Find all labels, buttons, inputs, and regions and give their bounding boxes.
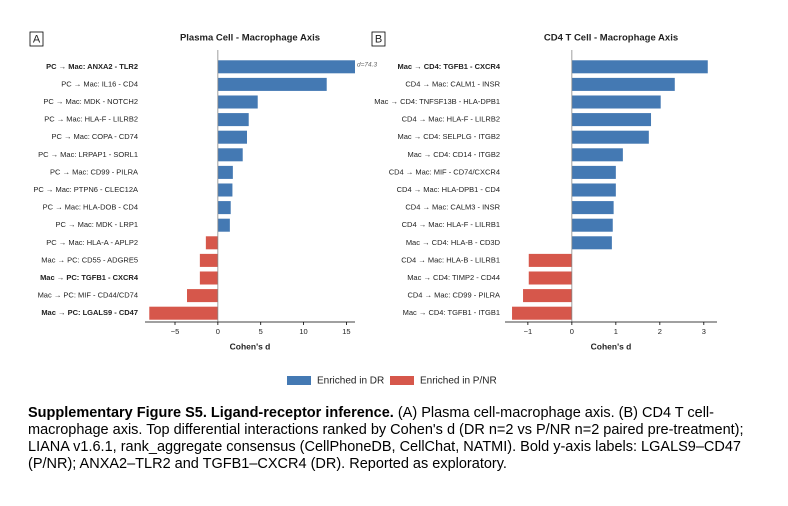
y-tick-label: PC → Mac: HLA-F - LILRB2 bbox=[44, 115, 138, 124]
y-tick-label: Mac → PC: MIF - CD44/CD74 bbox=[38, 291, 138, 300]
y-tick-label: PC → Mac: LRPAP1 - SORL1 bbox=[38, 150, 138, 159]
x-axis-label: Cohen's d bbox=[591, 341, 632, 351]
bar bbox=[512, 306, 572, 320]
bar bbox=[217, 95, 258, 109]
bar bbox=[571, 236, 612, 250]
y-tick-label: Mac → CD4: HLA-B - CD3D bbox=[406, 238, 501, 247]
bar bbox=[217, 60, 355, 74]
y-tick-label: CD4 → Mac: HLA-DPB1 - CD4 bbox=[397, 185, 500, 194]
y-tick-label: Mac → CD4: SELPLG - ITGB2 bbox=[397, 132, 500, 141]
x-tick-label: 10 bbox=[299, 327, 307, 336]
x-tick-label: −5 bbox=[171, 327, 180, 336]
panel-title: CD4 T Cell - Macrophage Axis bbox=[544, 33, 678, 44]
legend-swatch bbox=[287, 376, 311, 385]
x-tick-label: 3 bbox=[702, 327, 706, 336]
panel-title: Plasma Cell - Macrophage Axis bbox=[180, 33, 320, 44]
x-tick-label: 15 bbox=[342, 327, 350, 336]
panel-label: B bbox=[375, 33, 382, 45]
bar bbox=[528, 253, 572, 267]
x-tick-label: 2 bbox=[658, 327, 662, 336]
legend-label: Enriched in P/NR bbox=[420, 376, 497, 387]
y-tick-label: PC → Mac: ANXA2 - TLR2 bbox=[46, 62, 138, 71]
y-tick-label: Mac → CD4: TGFB1 - ITGB1 bbox=[403, 308, 500, 317]
y-tick-label: Mac → PC: CD55 - ADGRE5 bbox=[41, 255, 138, 264]
caption: Supplementary Figure S5. Ligand-receptor… bbox=[28, 405, 763, 473]
bar bbox=[217, 148, 243, 162]
panel-label: A bbox=[33, 33, 41, 45]
panel-box bbox=[29, 31, 44, 47]
bar bbox=[199, 271, 218, 285]
x-tick-label: 0 bbox=[216, 327, 220, 336]
bar bbox=[205, 236, 218, 250]
x-tick-label: −1 bbox=[524, 327, 533, 336]
bar bbox=[571, 148, 623, 162]
figure: A Plasma Cell - Macrophage Axis PC → Mac: … bbox=[29, 31, 717, 387]
y-tick-label: PC → Mac: CD99 - PILRA bbox=[50, 167, 138, 176]
y-tick-label: PC → Mac: HLA-A - APLP2 bbox=[46, 238, 138, 247]
y-tick-label: CD4 → Mac: HLA-B - LILRB1 bbox=[401, 255, 500, 264]
y-tick-label: Mac → CD4: TGFB1 - CXCR4 bbox=[397, 62, 500, 71]
bar bbox=[528, 271, 572, 285]
y-tick-label: Mac → PC: LGALS9 - CD47 bbox=[41, 308, 138, 317]
y-tick-label: Mac → PC: TGFB1 - CXCR4 bbox=[40, 273, 139, 282]
bar bbox=[571, 95, 661, 109]
bar bbox=[571, 60, 708, 74]
bar bbox=[187, 289, 218, 303]
bar bbox=[217, 218, 230, 232]
bar bbox=[217, 165, 233, 179]
y-tick-label: PC → Mac: PTPN6 - CLEC12A bbox=[33, 185, 138, 194]
bar bbox=[571, 77, 675, 91]
bar bbox=[149, 306, 218, 320]
y-tick-label: CD4 → Mac: CALM3 - INSR bbox=[405, 203, 500, 212]
y-tick-label: PC → Mac: IL16 - CD4 bbox=[61, 79, 138, 88]
bar bbox=[217, 183, 233, 197]
legend-swatch bbox=[390, 376, 414, 385]
y-tick-label: CD4 → Mac: HLA-F - LILRB2 bbox=[402, 115, 500, 124]
caption-text: (A) Plasma cell-macrophage axis. (B) CD4… bbox=[28, 405, 744, 472]
y-tick-label: CD4 → Mac: HLA-F - LILRB1 bbox=[402, 220, 500, 229]
bar bbox=[217, 77, 327, 91]
y-tick-label: CD4 → Mac: CALM1 - INSR bbox=[405, 79, 500, 88]
bar bbox=[217, 113, 249, 127]
legend-label: Enriched in DR bbox=[317, 376, 384, 387]
x-tick-label: 1 bbox=[614, 327, 618, 336]
bar bbox=[199, 253, 218, 267]
y-tick-label: Mac → CD4: CD14 - ITGB2 bbox=[407, 150, 500, 159]
bar bbox=[523, 289, 572, 303]
value-label: d=74.3 bbox=[357, 62, 377, 69]
y-tick-label: PC → Mac: COPA - CD74 bbox=[51, 132, 138, 141]
bar bbox=[571, 113, 652, 127]
y-tick-label: PC → Mac: MDK - LRP1 bbox=[55, 220, 138, 229]
bar bbox=[571, 218, 613, 232]
bar bbox=[217, 130, 247, 144]
bar bbox=[571, 130, 649, 144]
y-tick-label: PC → Mac: MDK - NOTCH2 bbox=[43, 97, 138, 106]
y-tick-label: Mac → CD4: TIMP2 - CD44 bbox=[407, 273, 500, 282]
y-tick-label: PC → Mac: HLA-DOB - CD4 bbox=[43, 203, 138, 212]
y-tick-label: CD4 → Mac: CD99 - PILRA bbox=[407, 291, 500, 300]
x-tick-label: 0 bbox=[570, 327, 574, 336]
y-tick-label: CD4 → Mac: MIF - CD74/CXCR4 bbox=[389, 167, 500, 176]
panel-box bbox=[371, 31, 386, 47]
bar bbox=[571, 183, 616, 197]
x-axis-label: Cohen's d bbox=[230, 341, 271, 351]
y-tick-label: Mac → CD4: TNFSF13B - HLA-DPB1 bbox=[374, 97, 500, 106]
bar bbox=[571, 201, 614, 215]
x-tick-label: 5 bbox=[259, 327, 263, 336]
bar bbox=[217, 201, 231, 215]
caption-title: Supplementary Figure S5. Ligand-receptor… bbox=[28, 405, 394, 421]
bar bbox=[571, 165, 616, 179]
